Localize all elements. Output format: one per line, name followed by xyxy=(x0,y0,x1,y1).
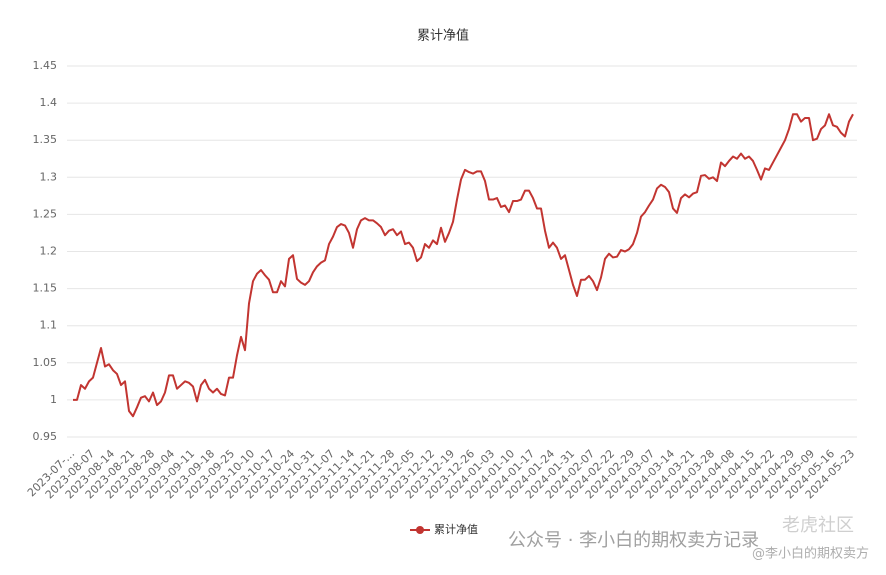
y-tick-label: 0.95 xyxy=(33,430,58,443)
y-tick-label: 1.25 xyxy=(33,207,58,220)
watermark: 公众号 · 李小白的期权卖方记录 xyxy=(508,530,759,551)
y-tick-label: 1.35 xyxy=(33,133,58,146)
legend-marker xyxy=(416,526,424,534)
watermark: @李小白的期权卖方 xyxy=(752,546,869,562)
y-tick-label: 1.2 xyxy=(40,245,58,258)
legend-label: 累计净值 xyxy=(434,522,478,536)
chart-title: 累计净值 xyxy=(417,28,469,44)
y-tick-label: 1.1 xyxy=(40,319,58,332)
y-tick-label: 1.3 xyxy=(40,170,58,183)
y-tick-label: 1.15 xyxy=(33,282,58,295)
y-tick-label: 1.45 xyxy=(33,59,58,72)
y-tick-label: 1.05 xyxy=(33,356,58,369)
y-tick-label: 1 xyxy=(50,393,57,406)
line xyxy=(73,113,854,418)
watermark: 老虎社区 xyxy=(782,515,854,536)
y-tick-label: 1.4 xyxy=(40,96,58,109)
